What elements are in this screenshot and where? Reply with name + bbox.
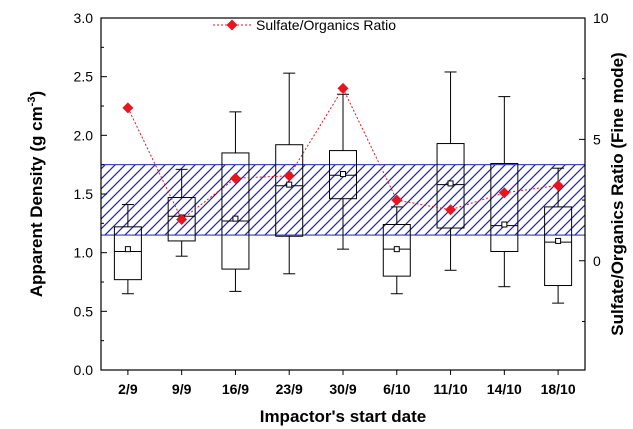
y-axis-title-close: ) <box>27 91 46 97</box>
y-axis-title: Apparent Density (g cm-3) <box>26 91 46 297</box>
x-tick-label: 11/10 <box>433 381 467 397</box>
mean-marker <box>286 181 293 188</box>
box-iqr <box>275 144 304 237</box>
box-iqr <box>436 143 465 229</box>
box-1 <box>113 204 142 295</box>
x-tick-label: 18/10 <box>541 381 576 397</box>
y2-tick-label: 10 <box>593 10 609 26</box>
box-3 <box>221 111 250 292</box>
x-axis-title: Impactor's start date <box>260 407 427 426</box>
y2-tick-label: 0 <box>593 253 601 269</box>
ratio-point <box>498 187 510 199</box>
ratio-point <box>337 82 349 94</box>
legend-marker <box>226 19 238 31</box>
box-iqr <box>490 162 519 252</box>
ratio-point <box>176 213 188 225</box>
ratio-point <box>391 194 403 206</box>
y-tick-label: 2.5 <box>74 69 94 85</box>
y-tick-label: 1.5 <box>74 186 94 202</box>
mean-marker <box>124 246 131 253</box>
y2-axis-title: Sulfate/Organics Ratio (Fine mode) <box>608 52 627 335</box>
x-tick-label: 23/9 <box>276 381 303 397</box>
mean-marker <box>501 221 508 228</box>
box-iqr <box>167 197 196 242</box>
box-4 <box>275 72 304 275</box>
x-tick-label: 2/9 <box>118 381 138 397</box>
mean-marker <box>555 237 562 244</box>
x-tick-label: 30/9 <box>329 381 356 397</box>
ratio-point <box>229 172 241 184</box>
box-8 <box>490 96 519 288</box>
ratio-point <box>552 180 564 192</box>
box-iqr <box>113 226 142 281</box>
mean-marker <box>232 215 239 222</box>
box-iqr <box>221 152 250 270</box>
y-tick-label: 3.0 <box>74 10 94 26</box>
x-tick-label: 6/10 <box>383 381 410 397</box>
y-tick-label: 1.0 <box>74 245 94 261</box>
mean-marker <box>340 171 346 178</box>
box-iqr <box>544 206 573 287</box>
x-tick-label: 16/9 <box>222 381 249 397</box>
ratio-point <box>445 204 457 216</box>
x-tick-label: 14/10 <box>487 381 522 397</box>
y-axis-title-superscript: -3 <box>26 97 38 107</box>
mean-marker <box>393 246 400 253</box>
box-iqr <box>382 224 411 277</box>
legend-label: Sulfate/Organics Ratio <box>256 17 396 33</box>
x-tick-label: 9/9 <box>172 381 192 397</box>
box-6 <box>382 206 411 295</box>
mean-marker <box>447 180 454 187</box>
y-tick-label: 0.0 <box>74 362 94 378</box>
ratio-point <box>283 170 295 182</box>
y2-tick-label: 5 <box>593 131 601 147</box>
y-tick-label: 2.0 <box>74 127 94 143</box>
box-7 <box>436 71 465 271</box>
box-iqr <box>329 150 357 200</box>
box-5 <box>329 93 357 250</box>
y-axis-title-main: Apparent Density (g cm <box>27 106 46 297</box>
y-tick-label: 0.5 <box>74 303 94 319</box>
ratio-point <box>122 102 134 114</box>
